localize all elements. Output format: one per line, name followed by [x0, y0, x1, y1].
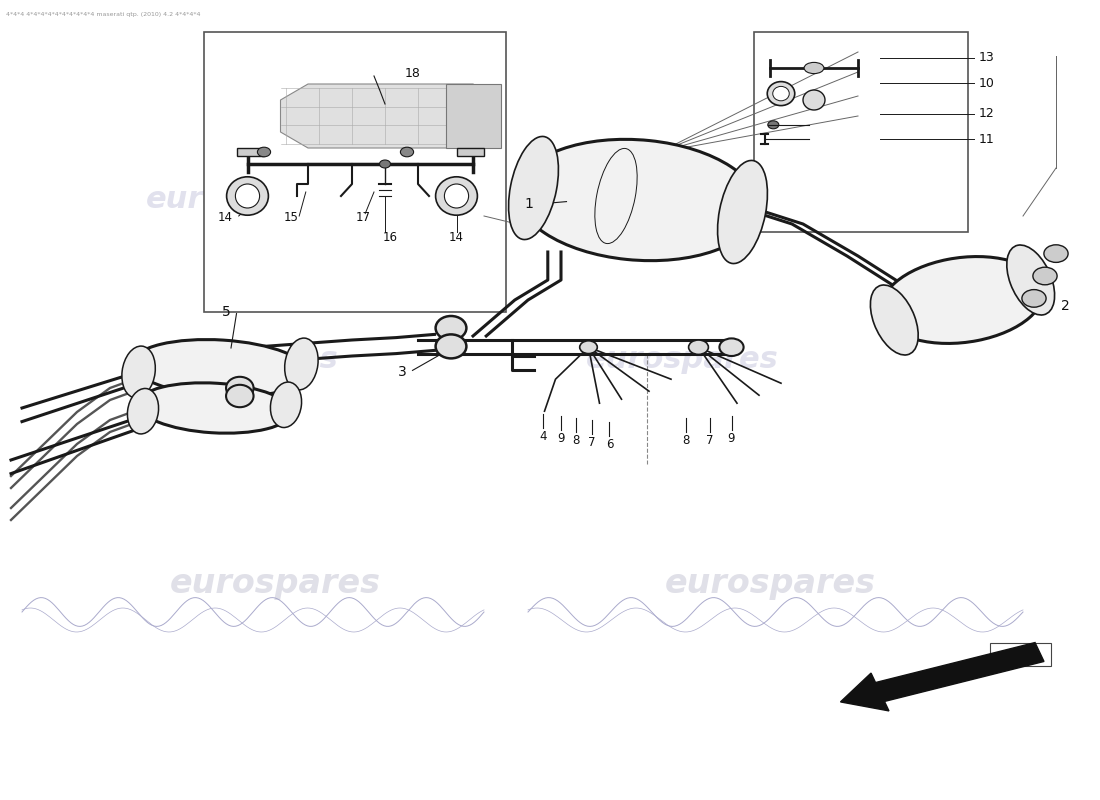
Bar — [204, 32, 506, 312]
Ellipse shape — [772, 86, 790, 101]
Text: 10: 10 — [979, 77, 994, 90]
Text: 6: 6 — [606, 438, 613, 450]
Ellipse shape — [768, 82, 794, 106]
Ellipse shape — [257, 147, 271, 157]
Ellipse shape — [768, 121, 779, 129]
Text: 7: 7 — [588, 436, 595, 449]
Ellipse shape — [436, 177, 477, 215]
Text: 15: 15 — [284, 211, 299, 224]
Ellipse shape — [285, 338, 318, 390]
Ellipse shape — [436, 316, 466, 340]
Text: eurospares: eurospares — [145, 186, 339, 214]
Ellipse shape — [271, 382, 301, 427]
Ellipse shape — [227, 377, 253, 399]
Text: 5: 5 — [222, 305, 231, 319]
Ellipse shape — [580, 341, 597, 354]
Text: 9: 9 — [728, 432, 735, 445]
Text: eurospares: eurospares — [664, 567, 876, 601]
Ellipse shape — [870, 285, 918, 355]
Bar — [754, 32, 968, 232]
Ellipse shape — [132, 339, 308, 397]
Bar — [990, 643, 1050, 666]
Text: 4*4*4 4*4*4*4*4*4*4*4*4*4 maserati qtp. (2010) 4.2 4*4*4*4: 4*4*4 4*4*4*4*4*4*4*4*4*4 maserati qtp. … — [6, 12, 200, 17]
Ellipse shape — [881, 257, 1044, 343]
Ellipse shape — [379, 160, 390, 168]
Text: eurospares: eurospares — [145, 346, 339, 374]
Polygon shape — [446, 84, 501, 148]
Text: 7: 7 — [706, 434, 713, 446]
Ellipse shape — [444, 184, 469, 208]
Ellipse shape — [518, 139, 758, 261]
Text: eurospares: eurospares — [585, 186, 779, 214]
Bar — [236, 148, 264, 156]
Text: 12: 12 — [979, 107, 994, 120]
Text: 17: 17 — [355, 211, 371, 224]
Ellipse shape — [804, 62, 824, 74]
Ellipse shape — [1006, 245, 1055, 315]
Ellipse shape — [1044, 245, 1068, 262]
Text: eurospares: eurospares — [585, 346, 779, 374]
Text: 13: 13 — [979, 51, 994, 64]
Ellipse shape — [138, 383, 292, 433]
Text: 18: 18 — [405, 67, 420, 80]
Ellipse shape — [803, 90, 825, 110]
Ellipse shape — [1033, 267, 1057, 285]
Text: 8: 8 — [573, 434, 580, 446]
Ellipse shape — [235, 184, 260, 208]
Text: 3: 3 — [398, 365, 407, 379]
FancyArrow shape — [840, 642, 1044, 711]
Ellipse shape — [689, 340, 708, 354]
Text: 16: 16 — [383, 231, 398, 244]
Text: 2: 2 — [1062, 298, 1070, 313]
Ellipse shape — [227, 177, 268, 215]
Text: 14: 14 — [218, 211, 233, 224]
Polygon shape — [280, 84, 500, 148]
Ellipse shape — [1022, 290, 1046, 307]
Text: 1: 1 — [525, 197, 533, 211]
Ellipse shape — [508, 137, 559, 239]
Text: 4: 4 — [540, 430, 547, 442]
Ellipse shape — [719, 338, 744, 356]
Text: 9: 9 — [558, 432, 564, 445]
Ellipse shape — [227, 385, 253, 407]
Text: 11: 11 — [979, 133, 994, 146]
Ellipse shape — [128, 389, 158, 434]
Text: eurospares: eurospares — [169, 567, 381, 601]
Text: 14: 14 — [449, 231, 464, 244]
Ellipse shape — [717, 161, 768, 263]
Ellipse shape — [122, 346, 155, 398]
Text: 8: 8 — [683, 434, 690, 446]
Bar — [456, 148, 484, 156]
Ellipse shape — [436, 334, 466, 358]
Ellipse shape — [400, 147, 414, 157]
